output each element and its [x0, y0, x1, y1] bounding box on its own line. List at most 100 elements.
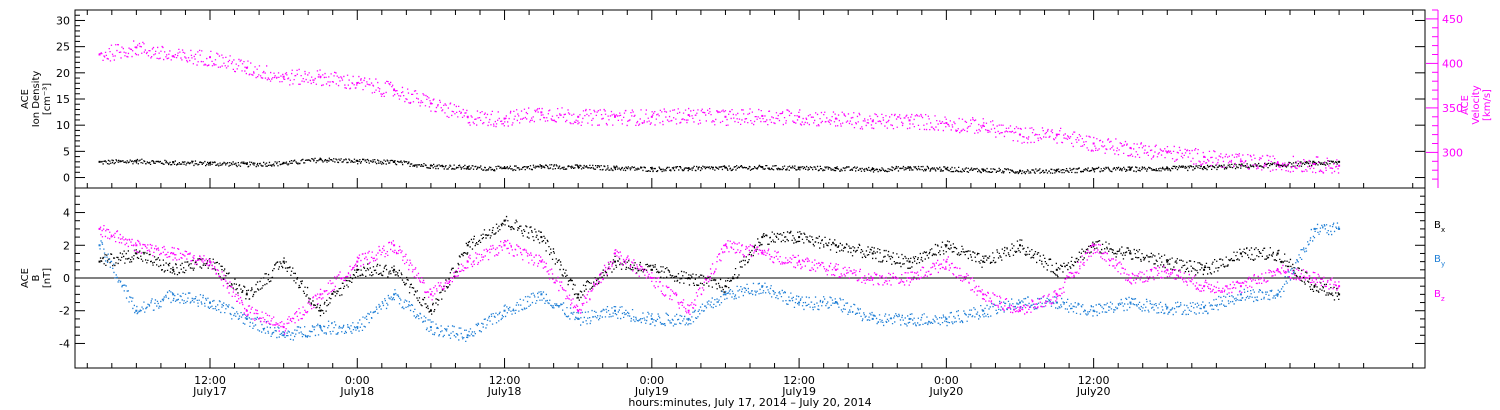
b-z-series-point-7 — [356, 260, 359, 263]
ion-density-series-point-33 — [1313, 161, 1316, 164]
b-x-series-point-12 — [540, 236, 543, 239]
x-tick-date-label: July18 — [339, 385, 374, 398]
b-y-series-point-17 — [724, 293, 727, 296]
b-z-series-point-29 — [1166, 268, 1169, 271]
b-y-series-point-2 — [172, 293, 175, 296]
b-x-series-point-10 — [466, 244, 469, 247]
bottom-ylabel-line-2: [nT] — [42, 268, 53, 288]
b-z-series-point-28 — [1129, 277, 1132, 279]
b-z-series-point-26 — [1055, 293, 1058, 296]
b-z-series-point-11 — [503, 244, 506, 247]
b-x-series-point-9 — [429, 309, 432, 312]
b-x-series-point-0 — [98, 260, 101, 263]
b-x-series-point-28 — [1129, 252, 1132, 255]
b-x-series-point-4 — [245, 293, 248, 296]
velocity-series-point-32 — [1276, 162, 1279, 165]
velocity-series-point-31 — [1239, 160, 1242, 163]
b-z-series-point-17 — [724, 244, 727, 247]
velocity-series-point-7 — [356, 81, 359, 84]
bottom-ylabel-line-0: ACE — [20, 268, 31, 288]
velocity-series-point-30 — [1203, 155, 1206, 158]
ion-density-series-point-11 — [503, 167, 506, 170]
ion-density-series-point-28 — [1129, 167, 1132, 170]
b-x-series-point-29 — [1166, 260, 1169, 263]
x-tick-time-label: 12:00 — [194, 374, 226, 387]
velocity-series-point-27 — [1092, 142, 1095, 145]
ion-density-series-point-19 — [798, 166, 801, 169]
ion-density-series-point-3 — [209, 161, 211, 164]
b-y-series-point-3 — [209, 301, 211, 304]
bottom-tick-label: -4 — [59, 337, 70, 350]
velocity-series-point-10 — [466, 115, 469, 118]
x-tick-time-label: 12:00 — [783, 374, 815, 387]
b-z-series-point-4 — [245, 309, 248, 312]
ion-density-series-point-6 — [319, 158, 322, 161]
b-z-series — [98, 225, 1341, 335]
b-x-series-point-23 — [945, 244, 948, 247]
velocity-series-point-6 — [319, 75, 322, 78]
velocity-series-point-21 — [871, 120, 874, 123]
top-left-ylabel: ACE Ion Density [cm⁻³] — [20, 71, 53, 128]
bottom-tick-label: 2 — [63, 239, 70, 252]
velocity-series-point-13 — [577, 115, 580, 118]
b-z-series-point-14 — [614, 252, 616, 255]
legend-b-x: B — [1434, 220, 1441, 231]
b-z-series-point-23 — [945, 260, 948, 263]
b-y-series-point-33 — [1313, 227, 1316, 230]
velocity-series-point-11 — [503, 117, 506, 120]
b-z-series-point-5 — [282, 326, 285, 329]
ion-density-series-point-15 — [650, 167, 653, 170]
b-x-series-point-30 — [1203, 268, 1206, 271]
b-z-series-point-34 — [1338, 285, 1341, 288]
velocity-series-point-9 — [429, 102, 432, 105]
legend-subscript-y: y — [1441, 260, 1445, 268]
top-left-tick-label: 10 — [56, 119, 70, 132]
velocity-series-point-20 — [834, 117, 837, 120]
b-y-series-point-9 — [429, 326, 432, 329]
b-x-series-point-25 — [1019, 244, 1021, 247]
velocity-series-point-5 — [282, 75, 285, 78]
x-tick-time-label: 0:00 — [345, 374, 370, 387]
b-z-series-point-19 — [798, 260, 801, 263]
b-y-series-point-14 — [614, 309, 616, 312]
velocity-series-point-29 — [1166, 151, 1169, 154]
b-z-series-point-20 — [834, 268, 837, 271]
x-tick-date-label: July19 — [781, 385, 816, 398]
x-tick-time-label: 12:00 — [489, 374, 521, 387]
b-x-series-point-24 — [982, 260, 985, 263]
top-right-ylabel-line-2: [km/s] — [1482, 89, 1493, 121]
b-y-series-point-32 — [1276, 293, 1279, 296]
top-left-ylabel-line-2: [cm⁻³] — [42, 83, 53, 115]
ion-density-series-point-22 — [908, 166, 911, 169]
b-x-series-point-7 — [356, 268, 359, 271]
b-z-series-point-33 — [1313, 277, 1316, 279]
b-z-series-point-27 — [1092, 244, 1095, 247]
b-y-series — [98, 222, 1341, 342]
b-y-series-point-22 — [908, 317, 911, 320]
bottom-tick-label: 0 — [63, 272, 70, 285]
velocity-series-point-26 — [1055, 133, 1058, 136]
x-tick-time-label: 0:00 — [934, 374, 959, 387]
x-tick-date-label: July20 — [1076, 385, 1111, 398]
b-y-series-point-27 — [1092, 309, 1095, 312]
b-z-series-point-9 — [429, 293, 432, 296]
b-x-series-point-16 — [687, 277, 690, 279]
b-x-series-point-2 — [172, 268, 175, 271]
ion-density-series-point-23 — [945, 167, 948, 170]
b-y-series-point-16 — [687, 317, 690, 320]
velocity-series-point-12 — [540, 111, 543, 114]
top-right-tick-label: 350 — [1442, 102, 1463, 115]
b-x-series-point-13 — [577, 293, 580, 296]
b-y-series-point-10 — [466, 334, 469, 337]
b-z-series-point-21 — [871, 277, 874, 279]
b-y-series-point-0 — [98, 244, 101, 247]
top-panel-frame — [74, 9, 1426, 189]
ion-density-series-point-26 — [1055, 169, 1058, 172]
top-left-tick-label: 25 — [56, 41, 70, 54]
ion-density-series-dense-points — [99, 157, 1340, 175]
velocity-series-point-1 — [135, 46, 138, 49]
velocity-series-point-14 — [614, 115, 616, 118]
b-z-series-point-24 — [982, 293, 985, 296]
b-x-series-point-6 — [319, 309, 322, 312]
b-z-series-point-15 — [650, 277, 653, 279]
